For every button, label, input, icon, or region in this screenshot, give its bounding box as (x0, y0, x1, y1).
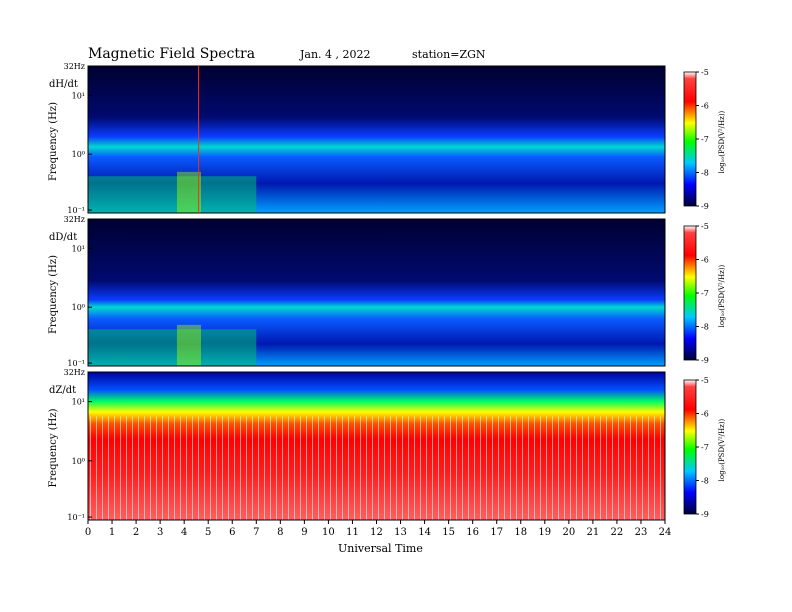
y-axis-title: Frequency (Hz) (48, 102, 59, 181)
colorbar-tick-label: -6 (701, 410, 709, 419)
colorbar-tick-label: -9 (701, 510, 709, 519)
x-tick-label: 3 (157, 527, 163, 538)
activity-patch (176, 171, 201, 213)
date-label: Jan. 4 , 2022 (300, 48, 371, 61)
y-tick-label: 32Hz (64, 215, 85, 224)
colorbar-tick-label: -8 (701, 477, 709, 486)
x-tick-label: 14 (418, 527, 431, 538)
x-tick-label: 24 (659, 527, 672, 538)
y-tick-label: 10¹ (72, 91, 85, 100)
x-tick-label: 2 (133, 527, 139, 538)
y-tick-label: 10⁻¹ (67, 359, 85, 368)
x-tick-label: 10 (322, 527, 335, 538)
x-tick-label: 8 (277, 527, 283, 538)
activity-patch (88, 176, 257, 213)
colorbar-title: log₁₀(PSD(V²/Hz)) (718, 418, 726, 481)
y-axis-title: Frequency (Hz) (48, 408, 59, 487)
activity-patch (176, 324, 201, 366)
y-tick-label: 10⁰ (72, 150, 85, 159)
colorbar-title: log₁₀(PSD(V²/Hz)) (718, 264, 726, 327)
colorbar-tick-label: -8 (701, 323, 709, 332)
colorbar (683, 71, 697, 207)
colorbar-tick-label: -7 (701, 443, 709, 452)
x-tick-label: 22 (611, 527, 624, 538)
colorbar-tick-label: -5 (701, 222, 709, 231)
y-tick-label: 10⁻¹ (67, 206, 85, 215)
x-tick-label: 18 (514, 527, 527, 538)
x-tick-label: 16 (466, 527, 479, 538)
y-tick-label: 10⁰ (72, 457, 85, 466)
y-tick-label: 32Hz (64, 62, 85, 71)
colorbar-tick-label: -8 (701, 169, 709, 178)
colorbar-tick-label: -7 (701, 289, 709, 298)
streak-texture (88, 416, 665, 520)
panel-name: dZ/dt (49, 385, 76, 396)
colorbar (683, 225, 697, 361)
x-tick-label: 21 (587, 527, 600, 538)
y-tick-label: 32Hz (64, 368, 85, 377)
colorbar-title: log₁₀(PSD(V²/Hz)) (718, 110, 726, 173)
x-tick-label: 20 (562, 527, 575, 538)
station-label: station=ZGN (412, 48, 486, 61)
panel-1: dH/dt Frequency (Hz) 32Hz 10¹ 10⁰ 10⁻¹ -5 -6 -7 -… (48, 62, 726, 215)
x-tick-label: 1 (109, 527, 115, 538)
y-tick-label: 10⁰ (72, 303, 85, 312)
x-tick-label: 0 (85, 527, 91, 538)
y-tick-label: 10¹ (72, 398, 85, 407)
colorbar-tick-label: -7 (701, 135, 709, 144)
x-tick-label: 15 (442, 527, 455, 538)
x-tick-label: 11 (346, 527, 359, 538)
colorbar (683, 379, 697, 515)
panel-name: dH/dt (49, 79, 78, 90)
panel-2: dD/dt Frequency (Hz) 32Hz 10¹ 10⁰ 10⁻¹ -5 -6 -7 -… (48, 215, 726, 368)
colorbar-tick-label: -5 (701, 68, 709, 77)
panel-frame (87, 218, 666, 367)
colorbar-tick-label: -9 (701, 202, 709, 211)
x-tick-label: 19 (538, 527, 551, 538)
x-tick-label: 5 (205, 527, 211, 538)
figure-title: Magnetic Field Spectra (88, 46, 256, 62)
x-tick-label: 13 (394, 527, 407, 538)
x-tick-label: 12 (370, 527, 383, 538)
x-tick-label: 7 (253, 527, 259, 538)
panel-frame (87, 65, 666, 214)
x-tick-label: 23 (635, 527, 648, 538)
colorbar-tick-label: -5 (701, 376, 709, 385)
panel-3: dZ/dt Frequency (Hz) 32Hz 10¹ 10⁰ 10⁻¹ -5 -6 -7 -… (48, 368, 726, 522)
x-axis-title: Universal Time (338, 542, 423, 555)
colorbar-tick-label: -6 (701, 256, 709, 265)
activity-patch (88, 329, 257, 366)
colorbar-tick-label: -6 (701, 102, 709, 111)
panel-name: dD/dt (49, 232, 77, 243)
y-tick-label: 10¹ (72, 244, 85, 253)
x-tick-label: 6 (229, 527, 235, 538)
x-tick-label: 17 (490, 527, 503, 538)
y-axis-title: Frequency (Hz) (48, 255, 59, 334)
x-tick-label: 4 (181, 527, 187, 538)
x-tick-label: 9 (301, 527, 307, 538)
y-tick-label: 10⁻¹ (67, 513, 85, 522)
colorbar-tick-label: -9 (701, 356, 709, 365)
